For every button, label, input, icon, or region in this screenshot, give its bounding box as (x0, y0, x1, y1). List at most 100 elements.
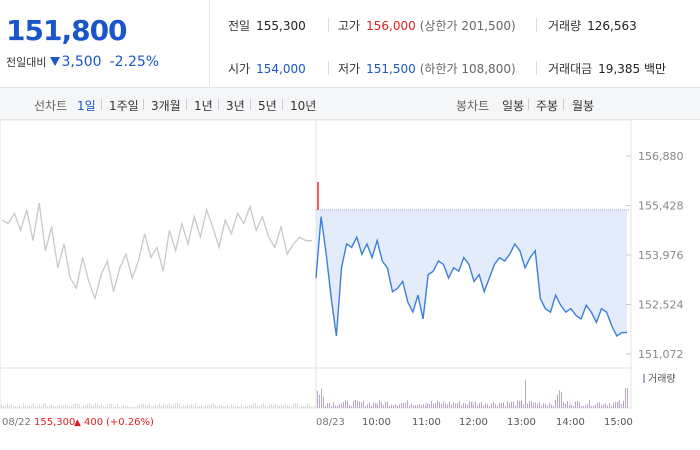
stat-open: 시가 154,000 (228, 60, 306, 77)
volume-bar (315, 405, 316, 408)
volume-bar (99, 405, 100, 408)
volume-bar (601, 405, 602, 408)
y-tick-label: 153,976 (638, 249, 684, 262)
volume-bar (17, 406, 18, 408)
volume-bar (165, 405, 166, 408)
volume-bar (163, 403, 164, 408)
volume-bar (177, 403, 178, 408)
stat-low: 저가 151,500 (하한가 108,800) (338, 60, 516, 77)
volume-bar (583, 405, 584, 408)
volume-bar (383, 405, 384, 408)
volume-bar (535, 402, 536, 408)
prev-change-text: 400 (84, 417, 103, 428)
volume-bar (219, 405, 220, 408)
tab-3months[interactable]: 3개월 (151, 99, 181, 113)
volume-bar (349, 404, 350, 408)
volume-bar (345, 400, 346, 408)
tab-5years[interactable]: 5년 (258, 99, 277, 113)
volume-bar (193, 405, 194, 408)
tab-1day[interactable]: 1일 (77, 99, 96, 113)
volume-bar (465, 403, 466, 408)
volume-bar (589, 400, 590, 408)
volume-bar (443, 401, 444, 408)
volume-bar (51, 404, 52, 408)
volume-bar (455, 403, 456, 408)
volume-bar (217, 406, 218, 408)
volume-bar (123, 405, 124, 408)
volume-bar (513, 401, 514, 408)
volume-bar (411, 403, 412, 408)
volume-bar (453, 402, 454, 408)
volume-bar (305, 405, 306, 408)
tab-daily-candle[interactable]: 일봉 (502, 99, 525, 113)
volume-bar (543, 403, 544, 408)
stat-high: 고가 156,000 (상한가 201,500) (338, 17, 516, 34)
volume-bar (155, 404, 156, 408)
volume-bar (225, 405, 226, 408)
volume-bar (619, 400, 620, 408)
volume-bar (299, 406, 300, 408)
volume-bar (169, 403, 170, 408)
volume-bar (347, 400, 348, 408)
volume-bar (89, 403, 90, 408)
current-price-box: 151,800 전일대비 3,500 -2.25% (0, 0, 210, 88)
volume-bar (541, 405, 542, 408)
volume-bar (451, 404, 452, 408)
volume-bar (161, 405, 162, 408)
volume-bar (567, 400, 568, 408)
volume-bar (475, 401, 476, 408)
tab-divider (282, 99, 283, 110)
volume-bar (65, 403, 66, 408)
volume-bar (309, 404, 310, 408)
tab-1week[interactable]: 1주일 (109, 99, 139, 113)
volume-bar (363, 400, 364, 408)
volume-bar (271, 404, 272, 408)
divider (328, 18, 329, 32)
tab-10years[interactable]: 10년 (290, 99, 317, 113)
volume-bar (281, 404, 282, 408)
volume-bar (21, 406, 22, 408)
volume-bar (425, 405, 426, 408)
volume-bar (483, 405, 484, 408)
up-triangle-icon: ▲ (74, 418, 81, 428)
volume-bar (517, 400, 518, 408)
volume-bar (293, 403, 294, 408)
volume-bar (301, 405, 302, 408)
volume-bar (209, 404, 210, 408)
volume-bar (45, 403, 46, 408)
x-tick-label: 13:00 (507, 417, 536, 428)
volume-bar (211, 404, 212, 408)
volume-bar (479, 403, 480, 408)
tab-weekly-candle[interactable]: 주봉 (536, 99, 559, 113)
volume-bar (179, 403, 180, 408)
prev-day-line (1, 202, 312, 301)
volume-bar (495, 404, 496, 408)
volume-bar (351, 405, 352, 408)
volume-bar (395, 404, 396, 408)
volume-bar (343, 401, 344, 408)
volume-bar (27, 406, 28, 408)
tab-3years[interactable]: 3년 (226, 99, 245, 113)
volume-bar (387, 401, 388, 408)
volume-bar (355, 400, 356, 408)
change-rate: -2.25% (109, 54, 160, 70)
volume-bar (173, 404, 174, 408)
volume-bar (489, 405, 490, 408)
cur-date-label: 08/23 (316, 417, 345, 428)
volume-bar (485, 403, 486, 408)
volume-bar (149, 403, 150, 408)
volume-bar (591, 405, 592, 408)
tab-divider (528, 99, 529, 110)
volume-bar (469, 401, 470, 408)
tab-monthly-candle[interactable]: 월봉 (572, 99, 595, 113)
volume-bar (297, 403, 298, 408)
volume-bar (15, 406, 16, 408)
volume-bar (73, 403, 74, 408)
volume-bar (405, 402, 406, 408)
volume-bar (419, 404, 420, 408)
volume-bar (131, 406, 132, 408)
volume-bar (391, 404, 392, 408)
tab-1year[interactable]: 1년 (194, 99, 213, 113)
volume-bar (277, 404, 278, 408)
volume-bar (433, 403, 434, 408)
